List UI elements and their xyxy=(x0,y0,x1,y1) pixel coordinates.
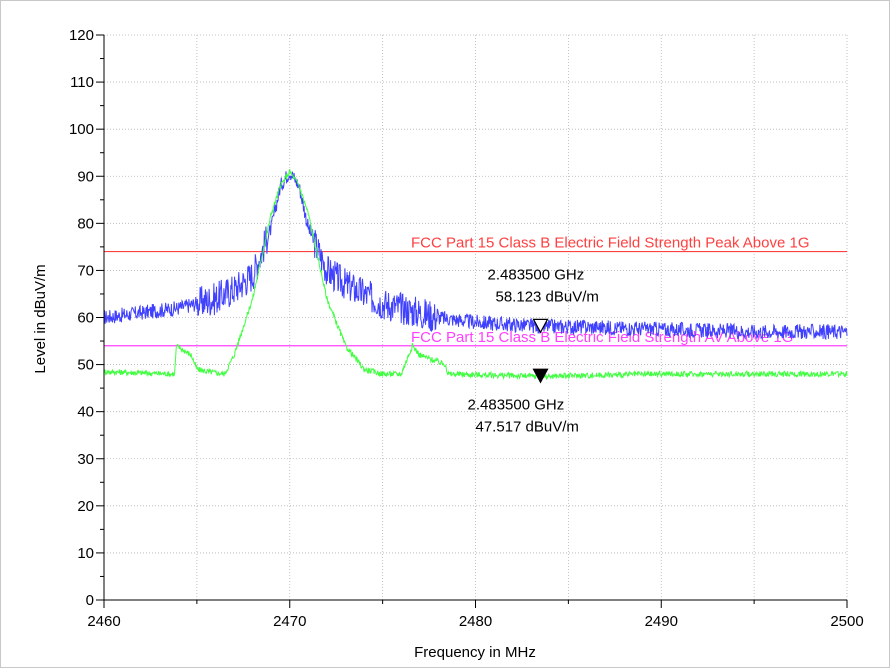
y-tick-label: 80 xyxy=(77,215,94,232)
y-tick-label: 30 xyxy=(77,451,94,468)
x-tick-label: 2460 xyxy=(87,613,120,630)
markers: 2.483500 GHz 58.123 dBuV/m 2.483500 GHz 47.… xyxy=(468,266,599,435)
y-tick-label: 90 xyxy=(77,168,94,185)
limit-label-limit-peak: FCC Part 15 Class B Electric Field Stren… xyxy=(411,235,810,252)
marker-freq-label: 2.483500 GHz xyxy=(468,396,565,413)
y-tick-label: 0 xyxy=(86,592,94,609)
marker-level-label: 47.517 dBuV/m xyxy=(476,418,579,435)
y-tick-label: 70 xyxy=(77,262,94,279)
marker-average xyxy=(532,368,549,384)
y-tick-label: 60 xyxy=(77,310,94,327)
y-tick-label: 20 xyxy=(77,498,94,515)
y-tick-label: 100 xyxy=(69,121,94,138)
y-tick-label: 10 xyxy=(77,545,94,562)
axes: 0 10 20 30 40 50 60 70 80 90 100 110 120 2460 2470 2480… xyxy=(69,27,864,630)
y-tick-label: 40 xyxy=(77,404,94,421)
marker-level-label: 58.123 dBuV/m xyxy=(496,288,599,305)
marker-peak xyxy=(532,318,549,334)
x-tick-label: 2480 xyxy=(459,613,492,630)
limit-label-limit-average: FCC Part 15 Class B Electric Field Stren… xyxy=(411,329,793,346)
limit-lines: FCC Part 15 Class B Electric Field Stren… xyxy=(104,235,847,347)
grid xyxy=(104,34,848,600)
y-tick-label: 50 xyxy=(77,357,94,374)
x-tick-label: 2490 xyxy=(645,613,678,630)
x-tick-label: 2470 xyxy=(273,613,306,630)
series-line-average xyxy=(103,168,848,381)
x-tick-label: 2500 xyxy=(830,613,863,630)
series-line-peak xyxy=(103,171,848,341)
y-tick-label: 120 xyxy=(69,27,94,44)
marker-freq-label: 2.483500 GHz xyxy=(488,266,585,283)
y-tick-label: 110 xyxy=(70,74,94,91)
y-axis-title: Level in dBuV/m xyxy=(32,264,49,373)
x-axis-title: Frequency in MHz xyxy=(414,644,536,661)
series-traces xyxy=(103,168,848,381)
